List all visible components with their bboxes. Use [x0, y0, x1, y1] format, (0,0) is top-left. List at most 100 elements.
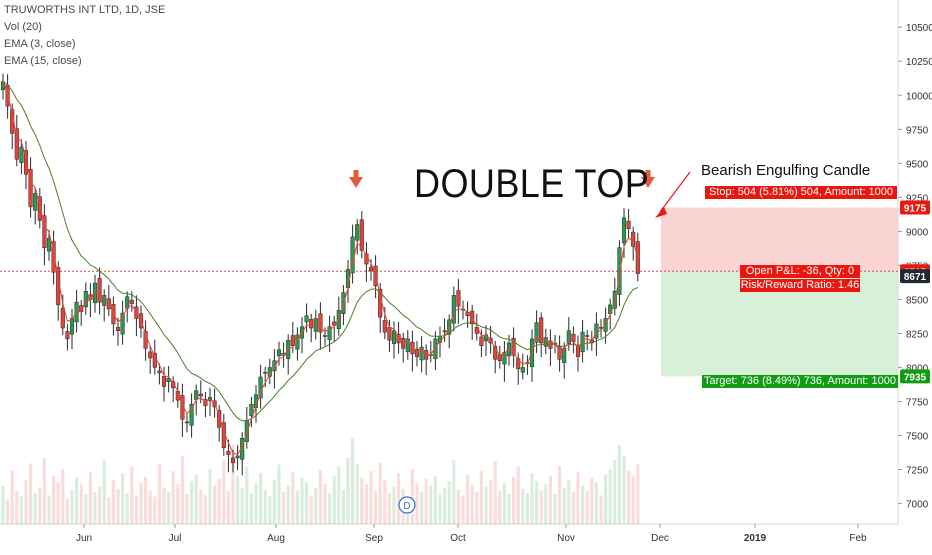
volume-bar — [599, 495, 603, 524]
down-arrow-icon — [353, 170, 359, 178]
volume-bar — [447, 481, 451, 524]
candle-body — [539, 317, 544, 344]
candle-body — [585, 335, 590, 337]
volume-bar — [498, 491, 502, 524]
volume-bar — [33, 493, 37, 524]
candle-body — [566, 330, 571, 344]
volume-bar — [535, 481, 539, 524]
volume-bar — [346, 458, 350, 524]
volume-bar — [456, 489, 460, 524]
candle-body — [631, 231, 636, 247]
volume-bar — [116, 488, 120, 524]
candle-body — [115, 327, 121, 331]
volume-bar — [295, 491, 299, 524]
candle-body — [529, 338, 535, 368]
volume-bar — [392, 486, 396, 524]
candle-body — [65, 331, 70, 340]
volume-bar — [544, 484, 548, 524]
volume-bar — [157, 463, 161, 524]
down-arrow-icon — [641, 177, 655, 188]
risk-reward-label: Risk/Reward Ratio: 1.46 — [740, 279, 860, 292]
candle-body — [92, 282, 98, 304]
candle-body — [263, 371, 268, 374]
volume-bar — [65, 498, 69, 524]
candle-body — [414, 348, 420, 357]
volume-bar — [479, 471, 483, 524]
volume-bar — [420, 492, 424, 524]
volume-bar — [627, 471, 631, 524]
volume-bar — [144, 476, 148, 524]
volume-bar — [19, 496, 23, 524]
down-arrow-icon — [349, 177, 363, 188]
price-tag — [900, 269, 930, 284]
volume-bar — [102, 460, 106, 524]
candle-body — [621, 217, 627, 244]
candle-body — [382, 320, 387, 333]
volume-bar — [341, 489, 345, 524]
volume-bar — [617, 444, 621, 524]
candle-body — [575, 344, 581, 357]
target-label: Target: 736 (8.49%) 736, Amount: 1000 — [702, 375, 898, 388]
volume-bar — [231, 444, 235, 524]
candle-body — [516, 358, 521, 370]
volume-bar — [75, 477, 79, 524]
candle-body — [203, 399, 208, 406]
volume-bar — [153, 496, 157, 524]
candle-body — [520, 367, 525, 373]
dividend-marker-label: D — [403, 501, 410, 512]
y-tick-label: 7500 — [906, 432, 929, 443]
candle-body — [511, 337, 516, 356]
symbol-title: TRUWORTHS INT LTD, 1D, JSE — [4, 4, 166, 16]
volume-bar — [429, 485, 433, 524]
volume-bar — [387, 493, 391, 524]
candle-body — [157, 370, 162, 374]
volume-bar — [567, 480, 571, 524]
volume-bar — [236, 475, 240, 524]
volume-bar — [268, 496, 272, 524]
candle-body — [626, 220, 631, 229]
ema-fast-legend: EMA (3, close) — [4, 38, 76, 50]
candle-body — [327, 326, 332, 340]
volume-bar — [608, 469, 612, 524]
volume-bar — [148, 491, 152, 524]
volume-bar — [548, 475, 552, 524]
volume-bar — [466, 474, 470, 524]
candle-body — [148, 351, 153, 359]
candle-body — [23, 150, 29, 175]
x-tick-label: Nov — [557, 533, 575, 544]
price-tag-label: 8671 — [904, 272, 927, 283]
candle-body — [276, 349, 282, 357]
bearish-engulfing-annotation: Bearish Engulfing Candle — [701, 162, 871, 179]
volume-bar — [475, 492, 479, 524]
x-tick-label: Jul — [169, 533, 182, 544]
volume-bar — [539, 491, 543, 524]
volume-bar — [355, 463, 359, 524]
volume-bar — [240, 487, 244, 524]
volume-bar — [167, 492, 171, 524]
candle-body — [391, 330, 397, 344]
candle-body — [180, 395, 185, 420]
candle-body — [295, 334, 300, 350]
candle-body — [83, 291, 88, 308]
volume-bar — [337, 466, 341, 524]
candle-body — [355, 224, 360, 241]
y-tick-label: 10250 — [906, 57, 932, 68]
candle-body — [479, 336, 484, 346]
volume-bar — [61, 469, 65, 524]
candle-body — [69, 318, 75, 335]
volume-bar — [162, 487, 166, 524]
volume-bar — [254, 483, 258, 524]
volume-bar — [309, 495, 313, 524]
volume-bar — [318, 470, 322, 524]
candle-body — [304, 315, 309, 323]
candle-body — [161, 376, 167, 387]
volume-bar — [208, 469, 212, 524]
volume-bar — [84, 494, 88, 524]
volume-bar — [203, 495, 207, 524]
volume-bar — [190, 481, 194, 524]
candle-body — [562, 348, 567, 363]
volume-bar — [351, 438, 355, 524]
x-tick-label: Dec — [651, 533, 669, 544]
